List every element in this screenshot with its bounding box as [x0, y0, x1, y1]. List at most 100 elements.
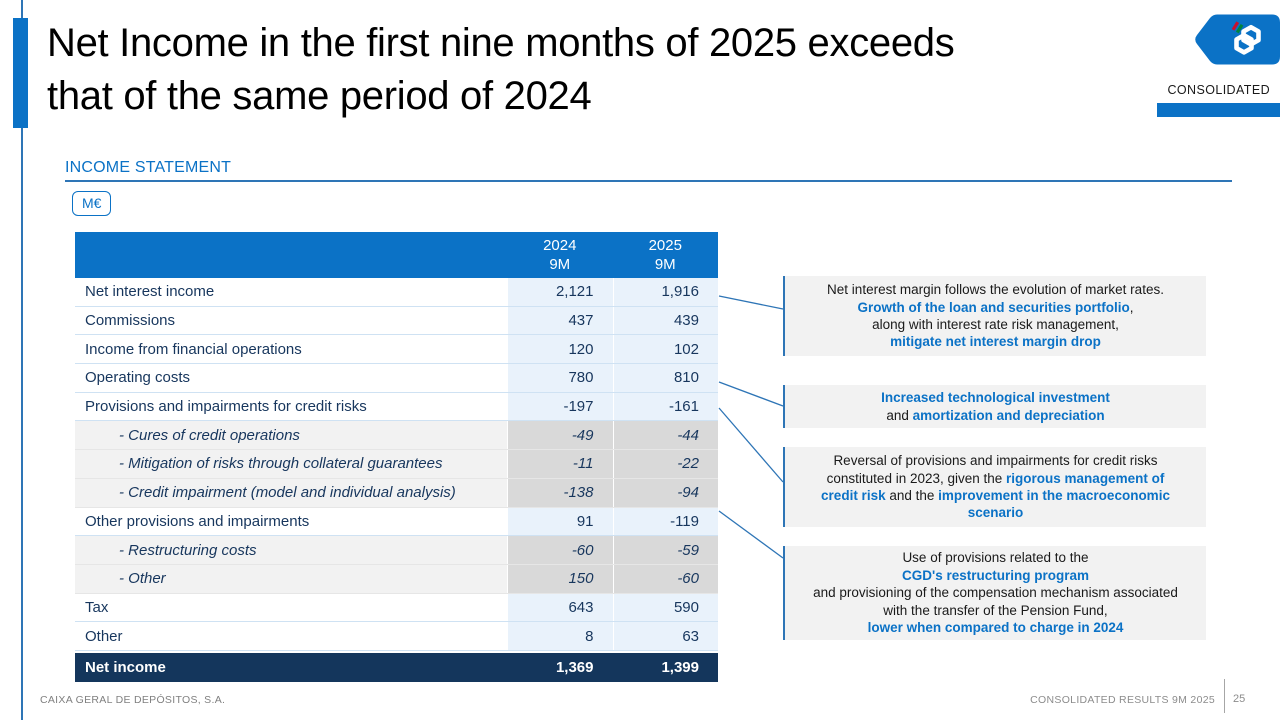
annotation-line: CGD's restructuring program — [793, 567, 1198, 584]
annotation-line: along with interest rate risk management… — [793, 316, 1198, 333]
cgd-logo-icon — [1195, 14, 1280, 70]
table-row: Income from financial operations 120 102 — [75, 335, 718, 365]
row-value-2024: 643 — [507, 593, 613, 622]
table-row: Provisions and impairments for credit ri… — [75, 392, 718, 422]
annotation-line: constituted in 2023, given the rigorous … — [793, 470, 1198, 487]
consolidated-underline-bar — [1157, 103, 1280, 117]
table-row: Other 8 63 — [75, 622, 718, 651]
row-value-2024: -197 — [507, 392, 613, 421]
row-value-2025: -94 — [612, 478, 718, 507]
annotation-other-provisions: Use of provisions related to the CGD's re… — [783, 546, 1206, 640]
currency-unit-badge: M€ — [72, 191, 112, 216]
table-row: Other provisions and impairments 91 -119 — [75, 507, 718, 537]
table-row: Tax 643 590 — [75, 593, 718, 623]
table-row: - Mitigation of risks through collateral… — [75, 450, 718, 479]
annotation-highlight: improvement in the macroeconomic — [938, 488, 1170, 503]
annotation-highlight: rigorous management of — [1006, 470, 1165, 486]
annotation-highlight: amortization and depreciation — [912, 407, 1105, 423]
footer-company-name: CAIXA GERAL DE DEPÓSITOS, S.A. — [40, 694, 226, 706]
footer-divider — [1224, 679, 1225, 713]
row-value-2024: -49 — [507, 421, 613, 450]
annotation-highlight: CGD's restructuring program — [902, 567, 1089, 583]
table-row: Operating costs 780 810 — [75, 364, 718, 393]
annotation-text: Use of provisions related to the — [902, 550, 1089, 566]
annotation-line: lower when compared to charge in 2024 — [793, 619, 1198, 636]
table-row: - Credit impairment (model and individua… — [75, 478, 718, 508]
row-label: Other provisions and impairments — [85, 512, 310, 530]
table-row: Commissions 437 439 — [75, 306, 718, 336]
row-value-2024: 2,121 — [507, 278, 613, 306]
row-label: Provisions and impairments for credit ri… — [85, 398, 367, 416]
title-accent-bar — [13, 18, 28, 128]
row-label: - Credit impairment (model and individua… — [75, 478, 507, 507]
row-value-2024: 1,369 — [555, 658, 594, 676]
table-header-spacer — [75, 232, 507, 278]
row-label: Other — [85, 627, 123, 645]
column-period: 9M — [654, 256, 676, 273]
table-body: Net interest income 2,121 1,916 Commissions… — [75, 278, 718, 682]
row-value-2025: 1,916 — [612, 278, 718, 306]
annotation-text: along with interest rate risk management… — [872, 317, 1119, 332]
page-title: Net Income in the first nine months of 2… — [47, 17, 955, 123]
table-header-row: 2024 9M 2025 9M — [75, 232, 718, 278]
row-value-2024: 150 — [507, 564, 613, 593]
row-value-2025: -161 — [612, 392, 718, 421]
row-label: Tax — [85, 598, 109, 616]
annotation-line: Growth of the loan and securities portfo… — [793, 299, 1198, 316]
row-label: Commissions — [85, 312, 176, 330]
column-year: 2024 — [543, 237, 577, 254]
annotation-line: Net interest margin follows the evolutio… — [793, 281, 1198, 298]
annotation-line: Use of provisions related to the — [793, 549, 1198, 566]
annotation-text: with the transfer of the Pension Fund, — [883, 602, 1108, 618]
annotation-text: Reversal of provisions and impairments f… — [833, 453, 1158, 469]
page-title-line2: that of the same period of 2024 — [47, 74, 592, 118]
row-value-2024: 120 — [507, 335, 613, 364]
row-value-2024: -138 — [507, 478, 613, 507]
row-value-2024: 8 — [507, 622, 613, 650]
row-value-2025: -119 — [612, 507, 718, 536]
row-value-2025: 439 — [612, 306, 718, 335]
table-row: - Cures of credit operations -49 -44 — [75, 421, 718, 451]
annotation-text: and — [886, 407, 913, 423]
section-title-rule — [65, 180, 1232, 182]
table-row: Net interest income 2,121 1,916 — [75, 278, 718, 307]
row-value-2025: -60 — [612, 564, 718, 593]
row-value-2025: 63 — [612, 622, 718, 650]
section-title: INCOME STATEMENT — [65, 159, 232, 176]
row-label: - Restructuring costs — [75, 536, 507, 564]
row-value-2025: 102 — [612, 335, 718, 364]
annotation-highlight: Increased technological investment — [881, 390, 1110, 406]
row-value-2025: -22 — [612, 450, 718, 478]
column-header-2024: 2024 9M — [507, 232, 613, 278]
left-edge-accent-line — [21, 0, 23, 720]
annotation-line: credit risk and the improvement in the m… — [793, 487, 1198, 504]
row-value-2025: -59 — [612, 536, 718, 564]
annotation-text: and the — [885, 488, 939, 503]
page-title-line1: Net Income in the first nine months of 2… — [47, 21, 955, 65]
row-label: - Mitigation of risks through collateral… — [75, 450, 507, 478]
column-period: 9M — [549, 256, 571, 273]
row-value-2024: 437 — [507, 306, 613, 335]
row-value-2025: 1,399 — [661, 658, 699, 676]
row-label: Net income — [85, 658, 166, 676]
income-statement-table: 2024 9M 2025 9M Net interest income 2,121… — [75, 232, 718, 682]
annotation-line: scenario — [793, 504, 1198, 521]
column-year: 2025 — [648, 237, 682, 254]
row-value-2025: -44 — [612, 421, 718, 450]
row-value-2024: 780 — [507, 364, 613, 392]
table-row: - Restructuring costs -60 -59 — [75, 536, 718, 565]
row-label: - Other — [75, 564, 507, 593]
annotation-line: and provisioning of the compensation mec… — [793, 584, 1198, 601]
row-label: Net interest income — [85, 283, 215, 301]
annotation-highlight: mitigate net interest margin drop — [890, 334, 1101, 350]
annotation-line: Reversal of provisions and impairments f… — [793, 452, 1198, 469]
consolidated-label: CONSOLIDATED — [1167, 83, 1270, 97]
footer-report-title: CONSOLIDATED RESULTS 9M 2025 — [1030, 694, 1215, 706]
row-value-2024: -11 — [507, 450, 613, 478]
row-value-2024: -60 — [507, 536, 613, 564]
column-header-2025: 2025 9M — [613, 232, 719, 278]
annotation-highlight: credit risk — [821, 488, 886, 503]
row-label: Operating costs — [85, 369, 191, 387]
row-value-2024: 91 — [507, 507, 613, 536]
